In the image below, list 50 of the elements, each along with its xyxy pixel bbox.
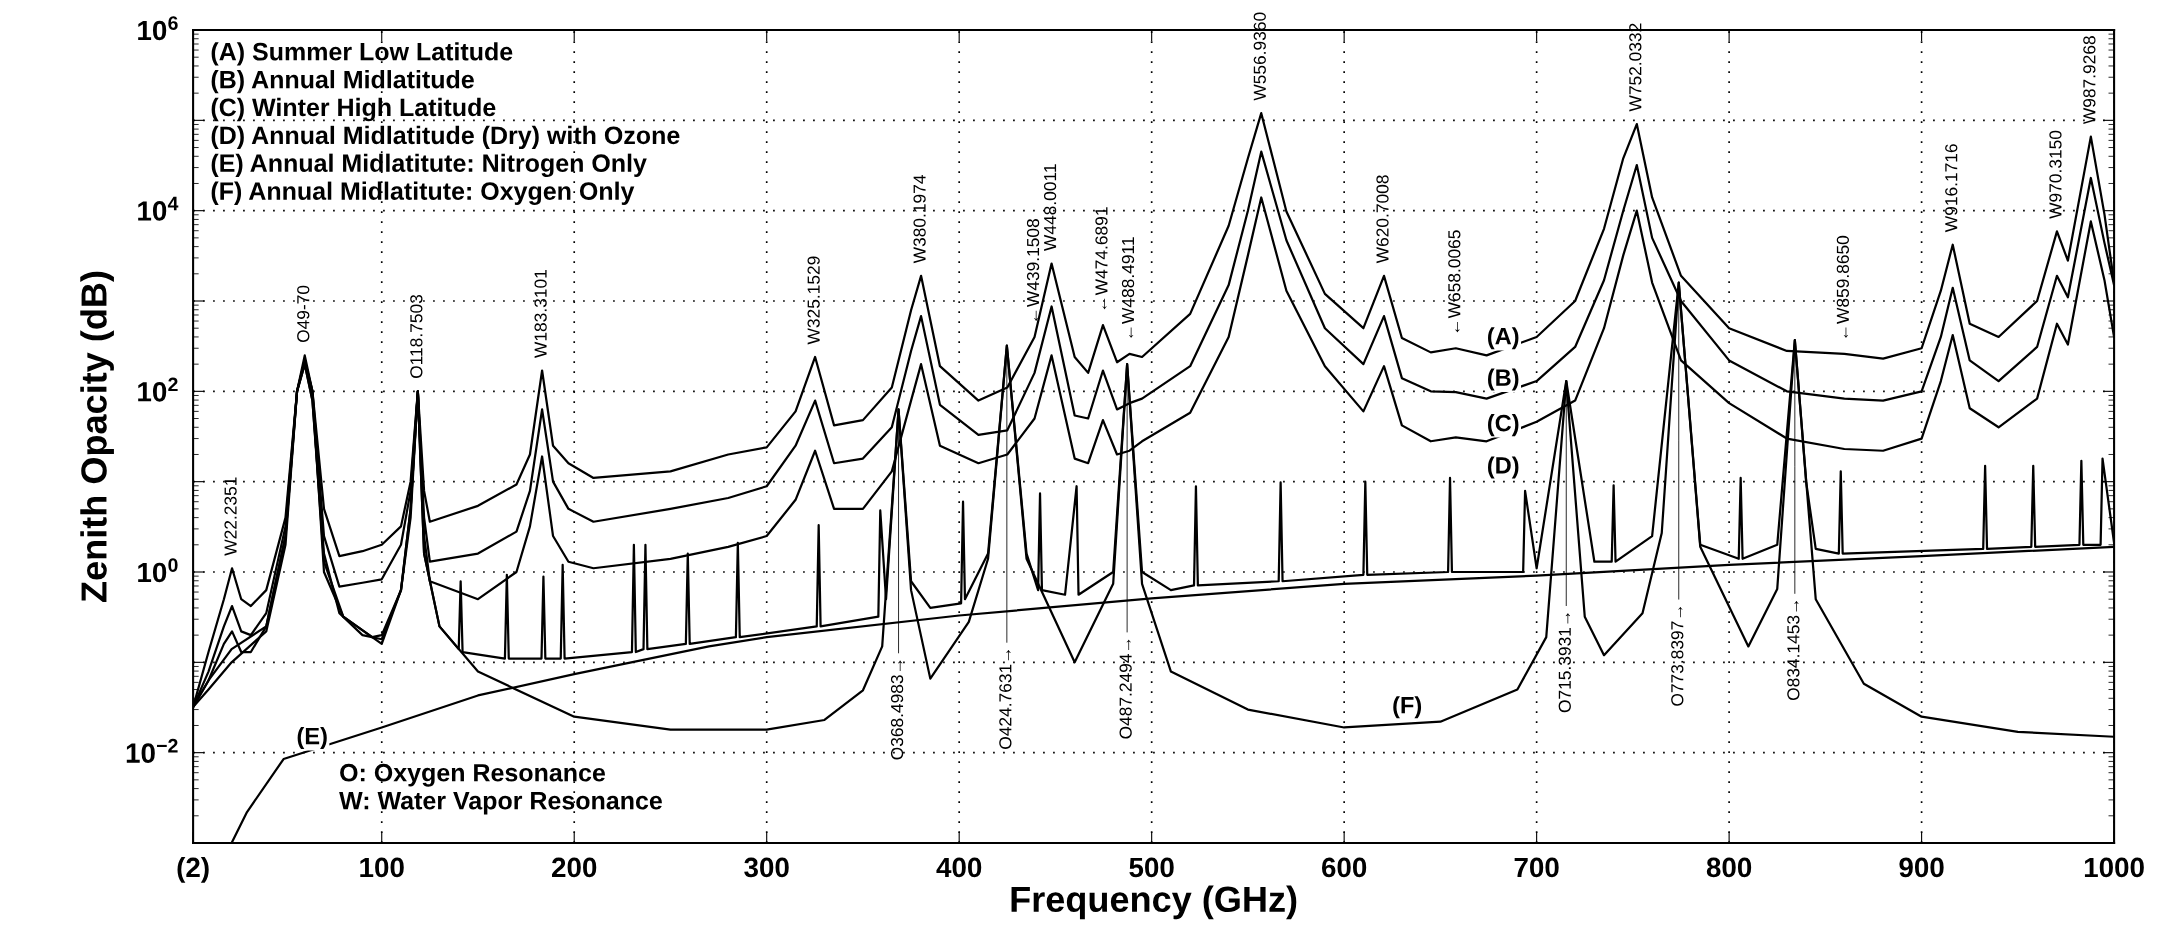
series-label: (D) bbox=[1488, 456, 1519, 479]
annotation: W970.3150 bbox=[2049, 130, 2062, 219]
annotation: ←W859.8650 bbox=[1836, 235, 1850, 338]
y-tick-label: 10$^{6}$ bbox=[138, 16, 178, 41]
annotation: W987.9268 bbox=[2083, 36, 2096, 125]
x-tick-label: 100 bbox=[360, 857, 404, 878]
x-tick-label: 500 bbox=[1129, 857, 1174, 878]
y-axis-title: Zenith Opacity (dB) bbox=[80, 271, 114, 602]
y-tick-label: 10$^{2}$ bbox=[138, 377, 178, 402]
annotation: W448.0011 bbox=[1043, 164, 1057, 251]
x-tick-label: 600 bbox=[1322, 857, 1367, 878]
annotation: O834.1453→ bbox=[1787, 601, 1800, 701]
y-tick-label: 10$^{4}$ bbox=[138, 196, 179, 221]
x-tick-label: 900 bbox=[1899, 857, 1944, 878]
annotation: W916.1716 bbox=[1945, 144, 1958, 233]
y-tick-label: 10$^{0}$ bbox=[138, 558, 178, 583]
annotation: O: Oxygen Resonance W: Water Vapor Resonance bbox=[339, 763, 662, 815]
x-tick-label: 800 bbox=[1706, 857, 1752, 878]
annotation: O424.7631→ bbox=[999, 650, 1012, 749]
annotation: (A) Summer Low Latitude (B) Annual Midlatitude (C) Winter High Latitude (D) Annual Midlatitude (Dry) with Ozone (E) Annual Midlatitute: Nitrogen Only (F) Annual Midlatitute: Oxygen Only bbox=[211, 42, 680, 206]
annotation: W183.3101 bbox=[534, 270, 547, 358]
x-tick-label: 700 bbox=[1514, 857, 1559, 878]
annotation: O49-70 bbox=[297, 285, 310, 343]
annotation: O773.8397→ bbox=[1671, 606, 1684, 706]
x-tick-label: 200 bbox=[552, 857, 597, 878]
annotation: O487.2494→ bbox=[1119, 639, 1132, 739]
annotation: O715.3931→ bbox=[1558, 613, 1571, 713]
x-tick-label: 300 bbox=[744, 857, 789, 878]
series-label: (A) bbox=[1488, 327, 1519, 350]
series-label: (E) bbox=[297, 727, 327, 750]
series-label: (B) bbox=[1488, 368, 1519, 391]
y-tick-label: 10$^{−2}$ bbox=[126, 738, 178, 763]
annotation: ←W488.4911 bbox=[1121, 237, 1135, 338]
annotation: W380.1974 bbox=[913, 175, 926, 264]
annotation: W752.0332 bbox=[1629, 23, 1642, 112]
annotation: ←W439.1508 bbox=[1026, 219, 1040, 321]
annotation: O368.4983→ bbox=[890, 660, 904, 760]
x-tick-label: (2) bbox=[177, 856, 209, 883]
x-tick-label: 400 bbox=[936, 857, 982, 878]
annotation: ←W658.0065 bbox=[1448, 230, 1461, 333]
annotation: W556.9360 bbox=[1253, 12, 1266, 101]
annotation: W22.2351 bbox=[224, 477, 237, 556]
series-label: (F) bbox=[1393, 696, 1422, 719]
annotation: ←W474.6891 bbox=[1095, 207, 1108, 310]
annotation: W325.1529 bbox=[807, 256, 820, 345]
x-tick-label: 1000 bbox=[2084, 857, 2144, 878]
series-label: (C) bbox=[1488, 414, 1519, 437]
annotation: O118.7503 bbox=[410, 294, 423, 379]
x-axis-title: Frequency (GHz) bbox=[1011, 885, 1297, 920]
annotation: W620.7008 bbox=[1376, 175, 1389, 264]
